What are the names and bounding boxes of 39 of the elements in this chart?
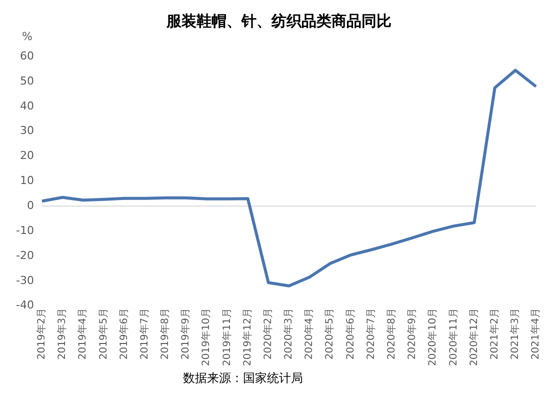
x-tick-label: 2020年5月: [324, 308, 336, 360]
y-tick-label: 50: [20, 74, 34, 88]
x-tick-label: 2020年6月: [344, 308, 356, 360]
x-tick-label: 2020年8月: [386, 308, 398, 360]
y-tick-label: 0: [26, 198, 34, 212]
x-tick-label: 2020年4月: [303, 308, 316, 360]
y-axis-title: %: [22, 30, 32, 43]
x-tick-label: 2021年3月: [509, 308, 522, 360]
x-tick-label: 2020年9月: [406, 308, 418, 360]
x-tick-label: 2021年2月: [488, 308, 500, 360]
x-tick-label: 2021年4月: [530, 308, 542, 360]
x-tick-label: 2020年12月: [468, 308, 480, 366]
y-tick-label: 20: [20, 149, 34, 162]
x-tick-label: 2019年6月: [118, 308, 130, 360]
x-tick-label: 2020年10月: [426, 308, 439, 366]
x-tick-label: 2019年7月: [138, 308, 150, 360]
x-tick-label: 2020年3月: [282, 308, 295, 360]
y-tick-label: -40: [16, 298, 34, 312]
source-note: 数据来源：国家统计局: [183, 370, 303, 387]
y-tick-label: 10: [20, 174, 34, 188]
x-tick-label: 2019年9月: [180, 308, 192, 360]
chart-title: 服装鞋帽、针、纺织品类商品同比: [166, 12, 392, 30]
x-tick-label: 2019年4月: [76, 308, 89, 360]
y-tick-label: -10: [16, 224, 34, 237]
y-tick-label: 30: [20, 124, 34, 138]
x-tick-label: 2019年8月: [159, 308, 172, 360]
y-tick-label: 60: [20, 49, 34, 62]
x-tick-label: 2019年2月: [36, 308, 48, 360]
x-tick-label: 2020年7月: [364, 308, 377, 360]
x-tick-label: 2020年11月: [447, 308, 460, 366]
x-tick-label: 2019年10月: [200, 308, 212, 366]
x-tick-label: 2019年11月: [220, 308, 233, 366]
y-tick-label: -30: [16, 274, 34, 287]
y-tick-label: -20: [16, 248, 34, 262]
x-tick-label: 2019年3月: [56, 308, 68, 360]
x-tick-label: 2019年5月: [97, 308, 110, 360]
x-tick-label: 2020年2月: [262, 308, 274, 360]
y-tick-label: 40: [20, 99, 34, 112]
x-tick-label: 2019年12月: [241, 308, 254, 366]
